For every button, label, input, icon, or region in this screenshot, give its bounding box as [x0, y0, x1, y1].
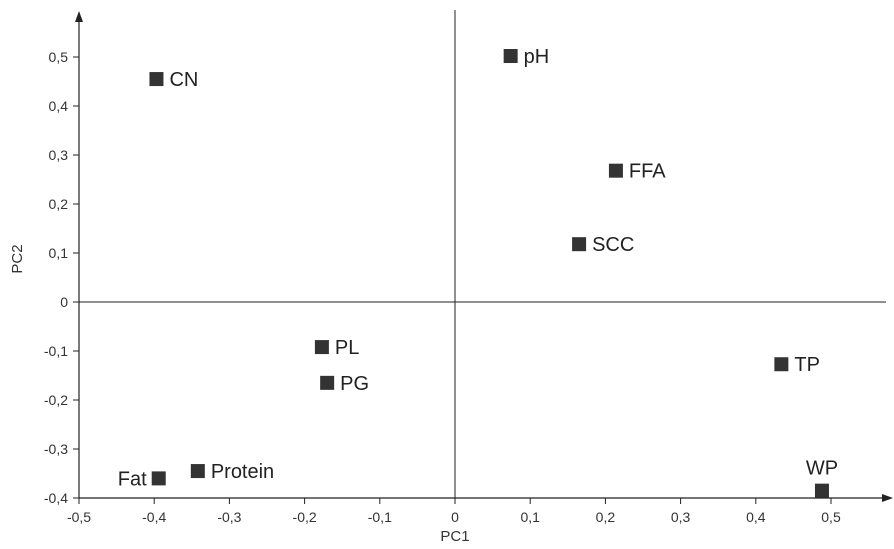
data-point-marker: [572, 237, 587, 252]
x-tick-label: 0: [451, 509, 459, 525]
y-tick-label: 0,1: [49, 245, 69, 261]
data-point-marker: [149, 72, 164, 87]
data-point-label: TP: [794, 354, 820, 376]
x-tick-label: -0,2: [293, 509, 317, 525]
data-point-marker: [608, 163, 623, 178]
data-point-label: Fat: [118, 468, 147, 490]
x-tick-label: -0,4: [142, 509, 166, 525]
y-tick-label: 0,2: [49, 196, 69, 212]
data-point-label: CN: [169, 69, 198, 91]
data-point-label: PG: [340, 373, 369, 395]
data-point-label: SCC: [592, 234, 634, 256]
data-point-marker: [503, 49, 518, 64]
x-axis-title: PC1: [440, 528, 469, 545]
x-tick-label: 0,4: [746, 509, 766, 525]
data-point-marker: [314, 340, 329, 355]
x-tick-label: 0,5: [821, 509, 841, 525]
y-tick-label: -0,3: [44, 441, 68, 457]
y-tick-label: 0,4: [49, 98, 69, 114]
data-point-label: FFA: [629, 161, 666, 183]
x-tick-label: 0,3: [671, 509, 691, 525]
y-tick-label: -0,2: [44, 392, 68, 408]
y-tick-label: -0,4: [44, 490, 68, 506]
y-tick-label: 0: [60, 294, 68, 310]
data-points: CN pH FFA SCC PL PG TP WP Protein Fat: [118, 46, 838, 498]
x-tick-label: -0,1: [368, 509, 392, 525]
data-point-label: WP: [806, 458, 838, 480]
x-tick-label: 0,1: [520, 509, 540, 525]
axes: [75, 10, 893, 502]
x-tick-label: -0,5: [67, 509, 91, 525]
y-tick-label: 0,5: [49, 49, 69, 65]
data-point-marker: [814, 483, 829, 498]
x-tick-label: -0,3: [217, 509, 241, 525]
data-point-marker: [320, 375, 335, 390]
data-point-label: Protein: [211, 461, 274, 483]
y-tick-label: -0,1: [44, 343, 68, 359]
data-point-marker: [151, 471, 166, 486]
y-axis-title: PC2: [9, 244, 26, 273]
x-tick-label: 0,2: [596, 509, 616, 525]
data-point-label: PL: [335, 337, 359, 359]
data-point-label: pH: [524, 46, 550, 68]
y-tick-label: 0,3: [49, 147, 69, 163]
data-point-marker: [774, 357, 789, 372]
x-ticks: -0,5 -0,4 -0,3 -0,2 -0,1 0 0,1 0,2 0,3 0,4 0,5: [67, 498, 841, 525]
y-axis-arrow: [75, 11, 83, 22]
data-point-marker: [190, 464, 205, 479]
y-ticks: -0,4 -0,3 -0,2 -0,1 0 0,1 0,2 0,3 0,4 0,5: [44, 49, 79, 506]
x-axis-arrow: [882, 494, 893, 502]
